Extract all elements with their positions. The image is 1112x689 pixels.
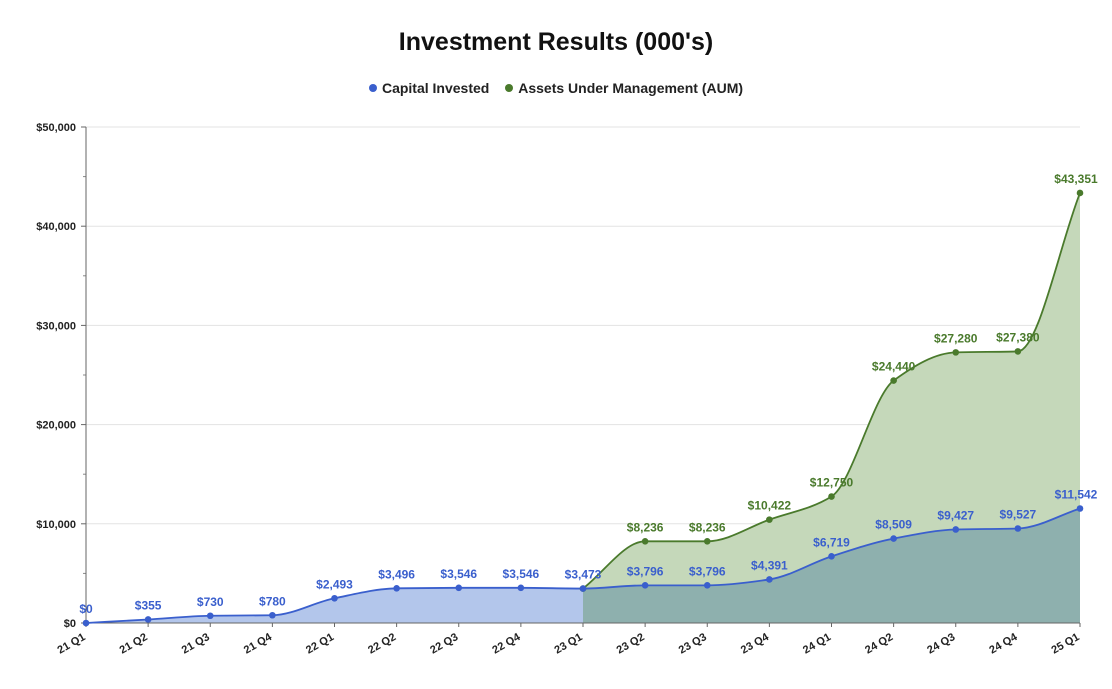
x-tick-label: 22 Q2 [366,631,398,656]
capital-point[interactable] [952,526,960,533]
aum-point[interactable] [952,349,960,356]
aum-point[interactable] [890,377,897,384]
capital-point[interactable] [144,616,152,623]
x-tick-label: 24 Q3 [925,631,957,656]
capital-data-label: $780 [259,594,286,608]
aum-point[interactable] [828,493,835,500]
x-tick-label: 24 Q4 [987,631,1020,657]
capital-data-label: $4,391 [751,558,788,572]
capital-point[interactable] [641,582,649,589]
aum-area [583,192,1080,624]
capital-area-overlap [583,508,1080,623]
capital-data-label: $3,796 [627,564,664,578]
chart-title: Investment Results (000's) [398,28,714,56]
x-tick-label: 21 Q3 [180,631,212,656]
legend-label-aum: Assets Under Management (AUM) [518,80,744,96]
capital-data-label: $8,509 [875,518,912,532]
capital-data-label: $6,719 [813,535,850,549]
capital-data-label: $11,542 [1055,488,1098,502]
aum-data-label: $24,440 [872,360,916,374]
x-tick-label: 22 Q1 [304,631,336,656]
legend-marker-capital [368,84,377,92]
legend-item-aum[interactable]: Assets Under Management (AUM) [505,80,743,96]
legend-marker-aum [505,84,514,92]
x-tick-label: 23 Q2 [615,631,647,656]
aum-point[interactable] [766,516,773,523]
aum-data-label: $43,351 [1054,172,1098,186]
y-tick-label: $30,000 [36,320,76,332]
x-tick-label: 24 Q2 [863,631,895,656]
capital-data-label: $3,473 [565,568,602,582]
capital-point[interactable] [1014,525,1022,532]
x-tick-label: 21 Q2 [118,631,150,656]
x-tick-label: 21 Q1 [56,631,88,656]
aum-data-label: $8,236 [689,520,726,534]
aum-point[interactable] [1076,189,1084,197]
aum-data-label: $27,380 [996,330,1040,344]
capital-data-label: $3,546 [440,567,477,581]
capital-data-label: $3,796 [689,564,726,578]
capital-area [86,587,583,623]
aum-point[interactable] [1014,348,1022,355]
aum-point[interactable] [703,537,711,545]
aum-data-label: $10,422 [748,499,792,513]
capital-point[interactable] [703,582,711,589]
x-tick-label: 23 Q1 [553,631,585,656]
legend-label-capital: Capital Invested [381,80,490,96]
x-tick-label: 25 Q1 [1050,631,1082,656]
capital-point[interactable] [206,612,214,620]
x-tick-label: 23 Q4 [739,631,772,657]
capital-data-label: $3,546 [503,567,540,581]
capital-point[interactable] [766,576,773,583]
capital-point[interactable] [828,553,835,560]
capital-point[interactable] [517,584,525,592]
capital-point[interactable] [331,594,338,602]
capital-data-label: $0 [79,602,93,616]
x-tick-label: 23 Q3 [677,631,709,656]
capital-point[interactable] [455,584,463,592]
legend-item-capital[interactable]: Capital Invested [368,80,490,96]
legend: Capital Invested Assets Under Management… [0,80,1112,96]
capital-data-label: $3,496 [378,567,415,581]
aum-data-label: $8,236 [627,520,664,534]
x-tick-label: 22 Q3 [428,631,460,656]
capital-point[interactable] [579,585,587,592]
y-tick-label: $0 [64,618,76,630]
capital-data-label: $9,427 [937,508,974,522]
aum-data-label: $12,750 [810,476,854,490]
x-tick-label: 22 Q4 [490,631,523,657]
capital-data-label: $9,527 [1000,507,1037,521]
y-tick-label: $40,000 [36,221,76,233]
capital-data-label: $730 [197,595,224,609]
x-tick-label: 24 Q1 [801,631,833,656]
capital-point[interactable] [393,585,400,592]
capital-point[interactable] [269,611,276,619]
y-tick-label: $20,000 [36,420,76,432]
y-tick-label: $50,000 [36,122,76,134]
y-tick-label: $10,000 [36,519,76,531]
capital-point[interactable] [1076,505,1084,512]
capital-data-label: $2,493 [316,577,353,591]
aum-point[interactable] [641,537,649,545]
capital-data-label: $355 [135,598,162,612]
capital-point[interactable] [890,535,897,542]
x-tick-label: 21 Q4 [242,631,275,657]
capital-point[interactable] [82,619,90,627]
aum-data-label: $27,280 [934,331,978,345]
